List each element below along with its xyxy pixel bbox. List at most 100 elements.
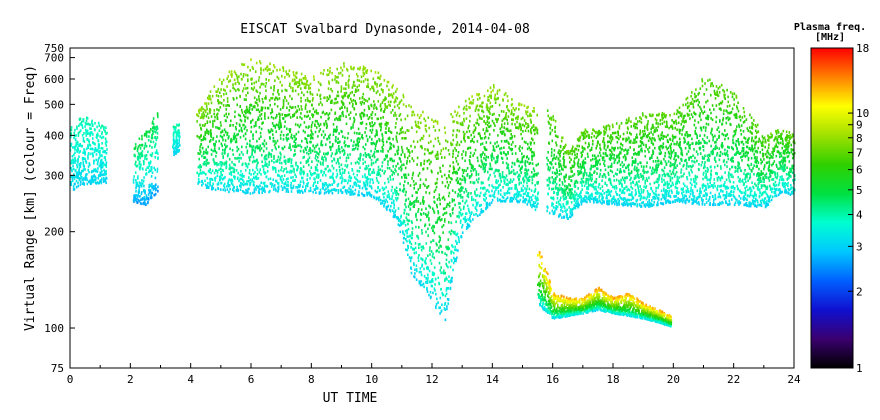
echo-point: [328, 116, 330, 120]
echo-point: [454, 203, 456, 207]
echo-point: [362, 114, 365, 118]
echo-point: [237, 171, 239, 175]
echo-point: [227, 103, 229, 107]
echo-point: [280, 125, 283, 129]
echo-point: [464, 220, 467, 224]
echo-point: [241, 63, 243, 66]
echo-point: [511, 111, 513, 114]
echo-point: [408, 104, 410, 107]
echo-point: [199, 164, 201, 167]
echo-point: [527, 123, 529, 126]
echo-point: [317, 135, 319, 138]
echo-point: [403, 236, 405, 240]
echo-point: [300, 100, 302, 103]
echo-point: [206, 112, 209, 116]
echo-point: [147, 166, 150, 169]
echo-point: [102, 135, 105, 139]
echo-point: [320, 169, 323, 173]
echo-point: [466, 226, 468, 229]
echo-point: [233, 163, 235, 166]
echo-point: [288, 113, 291, 116]
echo-point: [394, 213, 396, 217]
echo-point: [487, 106, 489, 109]
echo-point: [465, 199, 468, 203]
echo-point: [252, 105, 255, 109]
echo-point: [457, 192, 460, 196]
echo-point: [406, 156, 409, 160]
echo-point: [276, 75, 279, 79]
echo-point: [177, 129, 180, 133]
echo-point: [565, 165, 567, 169]
echo-point: [145, 135, 148, 138]
echo-point: [511, 148, 514, 151]
echo-point: [549, 126, 551, 130]
echo-point: [319, 128, 322, 131]
echo-point: [377, 100, 380, 103]
echo-point: [280, 153, 282, 156]
echo-point: [480, 159, 483, 162]
echo-point: [369, 122, 371, 125]
echo-point: [422, 258, 424, 262]
echo-point: [301, 176, 304, 180]
echo-point: [297, 130, 300, 134]
echo-point: [301, 117, 303, 120]
echo-point: [531, 178, 534, 182]
echo-point: [506, 105, 508, 108]
echo-point: [223, 114, 226, 117]
echo-point: [335, 169, 338, 172]
echo-point: [371, 154, 374, 158]
echo-point: [411, 236, 413, 240]
echo-point: [254, 186, 257, 190]
echo-point: [489, 141, 492, 145]
echo-point: [522, 123, 524, 127]
echo-point: [551, 204, 553, 207]
echo-point: [357, 67, 359, 71]
echo-point: [340, 90, 342, 93]
echo-point: [277, 125, 280, 129]
echo-point: [363, 72, 366, 75]
echo-point: [292, 179, 294, 183]
echo-point: [256, 146, 259, 150]
echo-point: [416, 156, 419, 160]
echo-point: [405, 176, 408, 179]
echo-point: [550, 116, 552, 120]
echo-point: [361, 96, 364, 99]
echo-point: [529, 201, 532, 205]
echo-point: [358, 97, 361, 100]
echo-point: [526, 126, 528, 129]
echo-point: [275, 141, 277, 145]
echo-point: [434, 283, 436, 286]
echo-point: [431, 226, 433, 230]
echo-point: [76, 142, 79, 146]
echo-point: [485, 129, 487, 133]
echo-point: [143, 201, 146, 204]
echo-point: [361, 100, 364, 104]
echo-point: [354, 84, 356, 87]
echo-point: [323, 123, 326, 127]
echo-point: [237, 88, 239, 91]
echo-point: [209, 130, 212, 134]
echo-point: [344, 190, 347, 193]
echo-point: [403, 176, 406, 179]
echo-point: [350, 139, 353, 142]
echo-point: [448, 204, 451, 208]
echo-point: [260, 68, 262, 72]
echo-point: [255, 166, 258, 170]
echo-point: [562, 192, 565, 195]
echo-point: [139, 167, 141, 171]
echo-point: [392, 165, 394, 168]
echo-point: [487, 89, 489, 92]
echo-point: [222, 188, 225, 192]
echo-point: [75, 174, 78, 177]
echo-point: [246, 74, 249, 77]
echo-point: [430, 160, 432, 164]
echo-point: [322, 187, 324, 190]
echo-point: [499, 130, 502, 134]
echo-point: [515, 126, 517, 129]
echo-point: [229, 123, 232, 127]
echo-point: [207, 169, 210, 173]
echo-point: [326, 73, 328, 77]
echo-point: [224, 175, 226, 179]
echo-point: [300, 168, 303, 171]
echo-point: [337, 81, 340, 84]
